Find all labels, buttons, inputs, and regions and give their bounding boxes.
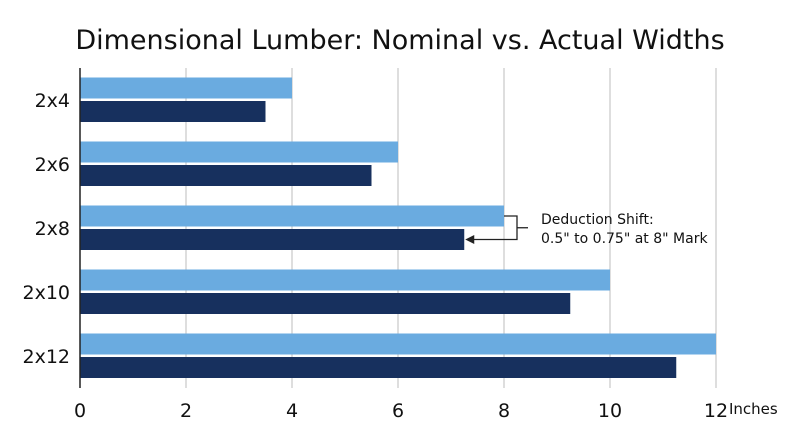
tick-label-6: 6 bbox=[392, 400, 404, 422]
category-label-2x10: 2x10 bbox=[22, 282, 70, 304]
category-label-2x6: 2x6 bbox=[35, 154, 70, 176]
tick-labels: 0 2 4 6 8 10 12 bbox=[74, 400, 728, 422]
bar-2x12-0 bbox=[80, 333, 716, 355]
bar-2x8-0 bbox=[80, 205, 504, 227]
category-label-2x12: 2x12 bbox=[22, 346, 70, 368]
bar-2x6-1 bbox=[80, 165, 372, 186]
annotation-line-2: 0.5" to 0.75" at 8" Mark bbox=[541, 231, 708, 247]
tick-label-4: 4 bbox=[286, 400, 298, 422]
annotation-arrow-icon bbox=[465, 235, 475, 244]
bar-2x10-0 bbox=[80, 269, 610, 291]
tick-label-2: 2 bbox=[180, 400, 192, 422]
category-label-2x8: 2x8 bbox=[35, 218, 70, 240]
bars bbox=[80, 77, 716, 378]
annotation-line-1: Deduction Shift: bbox=[541, 212, 654, 228]
bar-2x12-1 bbox=[80, 357, 677, 378]
bar-2x10-1 bbox=[80, 293, 571, 314]
category-labels: 2x4 2x6 2x8 2x10 2x12 bbox=[22, 90, 70, 368]
tick-label-0: 0 bbox=[74, 400, 86, 422]
tick-label-10: 10 bbox=[598, 400, 622, 422]
bar-2x6-0 bbox=[80, 141, 398, 163]
category-label-2x4: 2x4 bbox=[35, 90, 70, 112]
tick-label-8: 8 bbox=[498, 400, 510, 422]
bar-2x4-0 bbox=[80, 77, 292, 99]
x-unit-label: Inches bbox=[729, 400, 778, 418]
chart-title: Dimensional Lumber: Nominal vs. Actual W… bbox=[75, 25, 724, 56]
tick-label-12: 12 bbox=[704, 400, 728, 422]
annotation: Deduction Shift: 0.5" to 0.75" at 8" Mark bbox=[465, 212, 708, 247]
bar-2x8-1 bbox=[80, 229, 465, 250]
bar-2x4-1 bbox=[80, 101, 266, 122]
